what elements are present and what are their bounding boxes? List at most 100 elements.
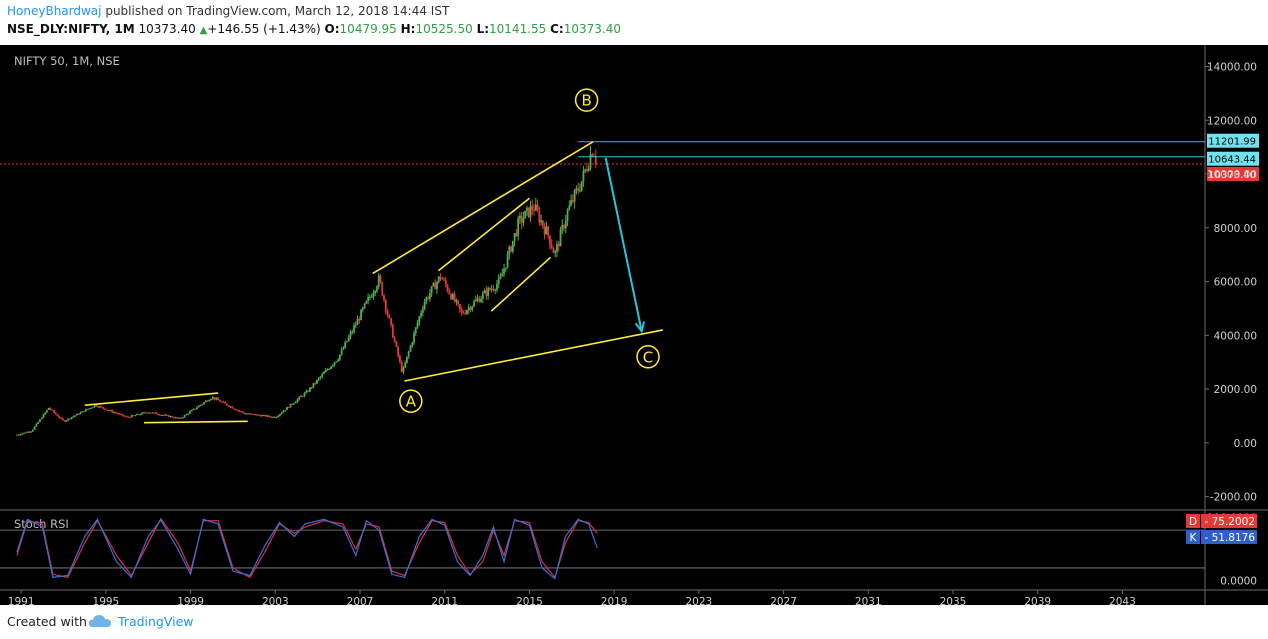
low-label: L: bbox=[476, 22, 490, 36]
up-arrow-icon: ▲ bbox=[199, 25, 208, 36]
candle-body bbox=[127, 416, 130, 418]
candle-body bbox=[53, 410, 55, 413]
tradingview-brand-link[interactable]: TradingView bbox=[118, 614, 194, 629]
price-line-label: 10643.44 bbox=[1208, 155, 1256, 166]
candle-body bbox=[501, 273, 504, 277]
candle-body bbox=[67, 418, 70, 421]
candle-body bbox=[157, 414, 160, 416]
wave-label-circle bbox=[399, 389, 423, 413]
candle-body bbox=[95, 405, 98, 407]
footer: Created with TradingView bbox=[0, 605, 1268, 639]
candle-body bbox=[354, 324, 357, 326]
candle-body bbox=[37, 422, 40, 424]
time-tick-label: 1991 bbox=[8, 596, 35, 605]
candle-body bbox=[76, 413, 78, 416]
candle-body bbox=[33, 426, 36, 430]
candle-body bbox=[220, 401, 223, 403]
candle-body bbox=[381, 282, 384, 296]
stoch-tick-label: 0.0000 bbox=[1220, 576, 1257, 588]
candle-body bbox=[499, 276, 502, 279]
candle-body bbox=[506, 254, 509, 268]
candle-body bbox=[296, 399, 299, 402]
author-link[interactable]: HoneyBhardwaj bbox=[7, 4, 102, 18]
price-line-label-bg bbox=[1207, 133, 1259, 148]
close-value: 10373.40 bbox=[563, 22, 621, 36]
candle-body bbox=[369, 296, 371, 298]
candle-body bbox=[146, 412, 149, 414]
symbol-label: NSE_DLY:NIFTY, 1M bbox=[7, 22, 135, 36]
candle-body bbox=[236, 410, 239, 412]
candle-body bbox=[203, 402, 205, 405]
candle-body bbox=[100, 406, 103, 408]
candle-body bbox=[300, 396, 302, 398]
candle-body bbox=[453, 294, 456, 302]
chart-area[interactable]: NIFTY 50, 1M, NSE 11201.99 10643.44 10373.… bbox=[0, 45, 1268, 608]
candle-body bbox=[118, 413, 121, 415]
stoch-badge-key: D bbox=[1189, 516, 1197, 528]
wave-label-circle bbox=[636, 345, 660, 369]
candle-body bbox=[538, 210, 541, 223]
candle-body bbox=[552, 248, 555, 253]
candle-body bbox=[471, 306, 474, 310]
candle-body bbox=[54, 412, 57, 415]
candle-body bbox=[201, 404, 204, 406]
candle-body bbox=[63, 420, 66, 422]
candle-body bbox=[411, 342, 414, 346]
candle-body bbox=[215, 398, 218, 400]
candle-body bbox=[508, 246, 511, 255]
candle-body bbox=[88, 408, 91, 410]
candle-body bbox=[42, 414, 45, 419]
candle-body bbox=[192, 408, 195, 411]
candle-body bbox=[489, 287, 491, 290]
candle-body bbox=[427, 297, 430, 299]
candle-body bbox=[312, 383, 315, 388]
time-tick-label: 2007 bbox=[347, 596, 374, 605]
candle-body bbox=[58, 416, 61, 418]
candle-body bbox=[365, 300, 368, 304]
candle-body bbox=[197, 405, 200, 408]
candle-body bbox=[474, 299, 477, 302]
candle-body bbox=[47, 407, 50, 410]
candle-body bbox=[226, 403, 228, 406]
time-tick-label: 2043 bbox=[1109, 596, 1136, 605]
candle-body bbox=[404, 362, 407, 368]
candle-body bbox=[176, 417, 179, 419]
high-value: 10525.50 bbox=[415, 22, 473, 36]
candle-body bbox=[181, 417, 184, 419]
candle-body bbox=[582, 170, 585, 182]
candle-body bbox=[97, 406, 100, 408]
candle-body bbox=[185, 414, 188, 416]
candle-body bbox=[81, 411, 84, 413]
candle-body bbox=[550, 244, 553, 249]
candle-body bbox=[109, 410, 112, 412]
candle-body bbox=[284, 410, 287, 412]
candle-body bbox=[480, 298, 482, 303]
candle-body bbox=[517, 218, 520, 236]
wave-label-b: B bbox=[581, 92, 591, 110]
price-tick-label: 8000.00 bbox=[1214, 223, 1257, 235]
candle-body bbox=[446, 285, 449, 292]
price-tick-label: 10000.00 bbox=[1207, 169, 1257, 181]
candle-body bbox=[423, 302, 426, 309]
candle-body bbox=[229, 406, 232, 408]
candle-body bbox=[379, 275, 382, 283]
wave-label-c: C bbox=[643, 348, 653, 366]
candle-body bbox=[566, 209, 569, 221]
chart-canvas[interactable]: NIFTY 50, 1M, NSE 11201.99 10643.44 10373.… bbox=[0, 45, 1268, 608]
candle-body bbox=[370, 296, 373, 298]
candle-body bbox=[222, 401, 225, 403]
candle-body bbox=[349, 332, 352, 337]
candle-body bbox=[162, 414, 165, 416]
candle-body bbox=[217, 398, 220, 401]
price-tick-label: 12000.00 bbox=[1207, 115, 1257, 127]
candle-body bbox=[266, 415, 269, 417]
candle-body bbox=[107, 409, 110, 411]
candle-body bbox=[286, 407, 288, 411]
candle-body bbox=[425, 297, 428, 303]
candle-body bbox=[316, 379, 318, 384]
candle-body bbox=[65, 420, 68, 422]
publish-line: HoneyBhardwaj published on TradingView.c… bbox=[7, 4, 449, 18]
candle-body bbox=[278, 414, 281, 416]
candle-body bbox=[494, 289, 497, 291]
candle-body bbox=[455, 300, 458, 302]
